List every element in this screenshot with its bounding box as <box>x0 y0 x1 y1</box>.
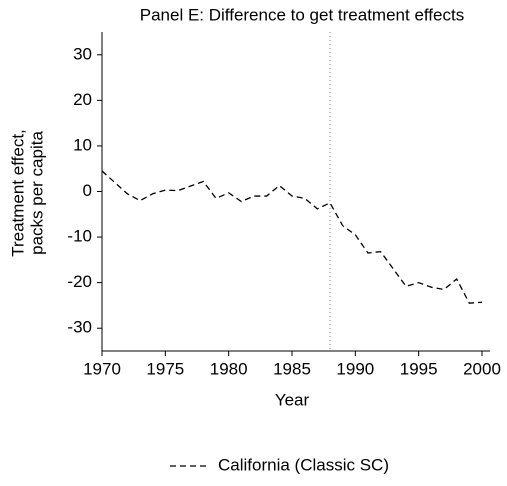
y-tick-label: -30 <box>67 318 92 337</box>
y-tick-label: 0 <box>83 181 92 200</box>
y-tick-label: 10 <box>73 135 92 154</box>
line <box>101 170 483 304</box>
x-tick-label: 1990 <box>336 359 374 378</box>
x-tick-label: 1975 <box>146 359 184 378</box>
x-axis-label: Year <box>275 390 310 409</box>
x-tick-label: 1970 <box>83 359 121 378</box>
y-axis-label: Treatment effect, packs per capita <box>8 129 46 257</box>
x-tick-label: 1980 <box>210 359 248 378</box>
x-tick-label: 1985 <box>273 359 311 378</box>
y-tick-label: -20 <box>67 272 92 291</box>
y-axis-label-line: packs per capita <box>27 131 46 255</box>
y-tick-label: -10 <box>67 227 92 246</box>
y-tick-label: 30 <box>73 44 92 63</box>
legend-label: California (Classic SC) <box>218 455 389 474</box>
x-tick-label: 1995 <box>400 359 438 378</box>
x-tick-label: 2000 <box>463 359 501 378</box>
y-axis-label-line: Treatment effect, <box>8 129 27 257</box>
chart-title: Panel E: Difference to get treatment eff… <box>140 5 464 24</box>
y-tick-label: 20 <box>73 90 92 109</box>
